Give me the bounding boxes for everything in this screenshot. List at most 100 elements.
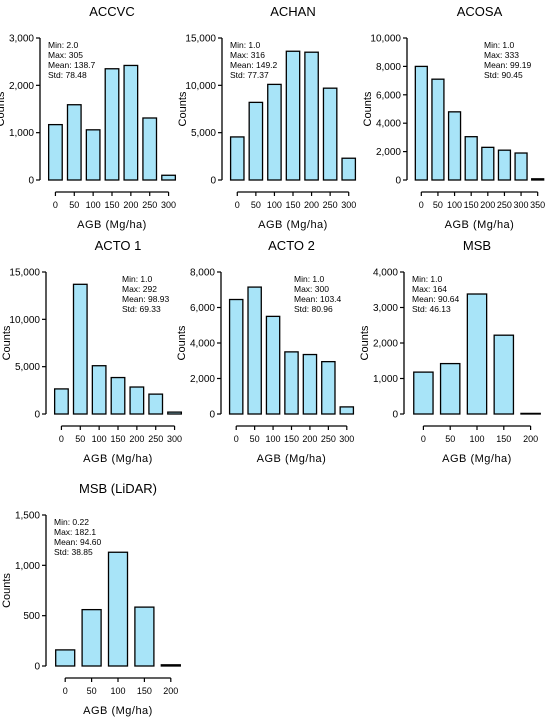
histogram-bar (322, 87, 338, 181)
stats-line: Mean: 94.60 (54, 537, 102, 547)
stats-line: Std: 46.13 (412, 304, 451, 314)
histogram-bar (248, 101, 264, 181)
histogram-bar (91, 365, 107, 415)
y-tick-label: 10,000 (185, 81, 216, 92)
histogram-bar (129, 386, 145, 415)
histogram-bar (229, 136, 245, 181)
x-tick-label: 50 (250, 434, 260, 444)
x-tick-label: 100 (266, 434, 281, 444)
y-tick-label: 5,000 (191, 128, 216, 139)
histogram-bar (72, 283, 88, 415)
y-tick-label: 2,000 (190, 374, 215, 385)
y-tick-label: 10,000 (370, 34, 401, 45)
histogram-bar (514, 152, 528, 181)
y-tick-label: 0 (395, 176, 401, 187)
x-tick-label: 150 (104, 200, 119, 210)
y-tick-label: 10,000 (9, 315, 40, 326)
stats-line: Std: 78.48 (48, 70, 87, 80)
x-axis-label: AGB (Mg/ha) (257, 453, 327, 465)
stats-line: Std: 69.33 (122, 304, 161, 314)
histogram-bar (493, 334, 515, 415)
x-tick-label: 150 (284, 434, 299, 444)
x-tick-label: 200 (523, 434, 538, 444)
stats-line: Min: 1.0 (484, 40, 515, 50)
x-tick-label: 200 (304, 200, 319, 210)
y-axis-label: Counts (1, 325, 13, 360)
x-tick-label: 200 (163, 686, 178, 696)
x-tick-label: 100 (469, 434, 484, 444)
x-tick-label: 250 (497, 200, 512, 210)
x-axis-label: AGB (Mg/ha) (258, 219, 328, 231)
x-tick-label: 250 (142, 200, 157, 210)
x-axis-label: AGB (Mg/ha) (83, 705, 153, 717)
stats-line: Max: 305 (48, 50, 83, 60)
x-axis-label: AGB (Mg/ha) (442, 453, 512, 465)
y-tick-label: 4,000 (376, 119, 401, 130)
histogram-bar (531, 178, 545, 181)
chart-title: ACTO 1 (95, 238, 142, 253)
x-tick-label: 200 (302, 434, 317, 444)
y-tick-label: 6,000 (376, 90, 401, 101)
histogram-bar (339, 406, 355, 415)
x-tick-label: 100 (447, 200, 462, 210)
histogram-bar (520, 412, 541, 415)
x-tick-label: 150 (110, 434, 125, 444)
x-tick-label: 0 (421, 434, 426, 444)
x-tick-label: 300 (341, 200, 356, 210)
histogram-bar (148, 393, 164, 415)
x-tick-label: 200 (123, 200, 138, 210)
y-tick-label: 1,000 (9, 128, 34, 139)
stats-line: Min: 1.0 (230, 40, 261, 50)
x-tick-label: 50 (445, 434, 455, 444)
x-tick-label: 50 (69, 200, 79, 210)
chart-panel-2: ACHAN 0 5,000 10,000 15,000 Counts 0 50 100 150 20… (177, 4, 356, 231)
chart-title: MSB (463, 238, 491, 253)
stats-line: Mean: 149.2 (230, 60, 278, 70)
histogram-bar (85, 129, 101, 181)
x-tick-label: 150 (285, 200, 300, 210)
y-axis-label: Counts (0, 91, 7, 126)
histogram-bar (110, 376, 126, 415)
x-axis-label: AGB (Mg/ha) (445, 219, 515, 231)
x-tick-label: 0 (234, 434, 239, 444)
histogram-bar (341, 157, 357, 181)
histogram-bar (414, 65, 428, 181)
x-tick-label: 150 (464, 200, 479, 210)
histogram-bar (107, 551, 129, 667)
x-tick-label: 50 (87, 686, 97, 696)
chart-title: ACTO 2 (268, 238, 315, 253)
histogram-bar (497, 149, 512, 181)
stats-line: Min: 0.22 (54, 517, 89, 527)
chart-panel-7: MSB (LiDAR) 0 500 1,000 1,500 Counts 0 50 100 150… (1, 481, 181, 717)
histogram-bar (285, 50, 301, 181)
stats-line: Std: 38.85 (54, 547, 93, 557)
x-tick-label: 300 (161, 200, 176, 210)
histogram-bar (123, 64, 139, 181)
histogram-bar (81, 608, 102, 667)
y-tick-label: 0 (34, 410, 40, 421)
chart-title: MSB (LiDAR) (79, 481, 157, 496)
chart-panel-5: ACTO 2 0 2,000 4,000 6,000 8,000 Counts 0 50 100 1… (176, 238, 354, 465)
x-tick-label: 250 (323, 200, 338, 210)
stats-line: Std: 77.37 (230, 70, 269, 80)
y-axis-label: Counts (177, 91, 189, 126)
histogram-bar (304, 51, 319, 181)
y-tick-label: 3,000 (9, 34, 34, 45)
x-tick-label: 200 (480, 200, 495, 210)
x-tick-label: 0 (53, 200, 58, 210)
x-tick-label: 250 (148, 434, 163, 444)
histogram-bar (47, 123, 63, 181)
histogram-bar (265, 315, 281, 415)
y-tick-label: 1,000 (373, 374, 398, 385)
histogram-bar (413, 371, 434, 415)
x-axis-label: AGB (Mg/ha) (77, 219, 147, 231)
y-tick-label: 3,000 (373, 303, 398, 314)
histogram-bar (267, 83, 282, 181)
chart-title: ACHAN (270, 4, 316, 19)
histogram-bar (431, 78, 445, 181)
stats-line: Mean: 103.4 (294, 294, 342, 304)
histogram-bar (481, 146, 495, 181)
histogram-bar (134, 606, 155, 667)
x-tick-label: 150 (496, 434, 511, 444)
